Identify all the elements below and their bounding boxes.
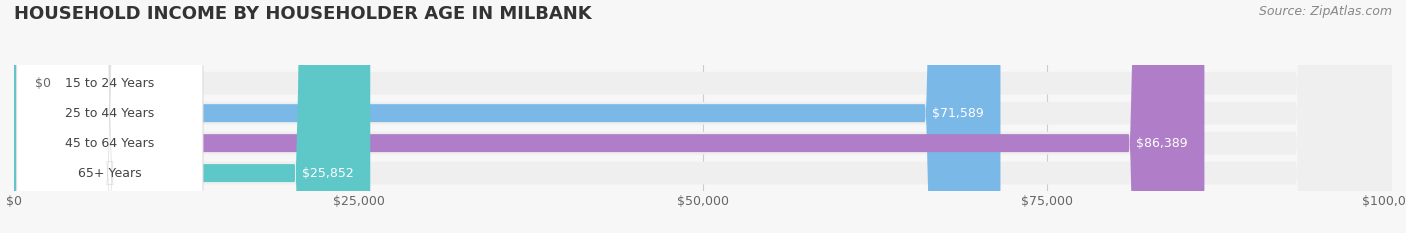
Text: HOUSEHOLD INCOME BY HOUSEHOLDER AGE IN MILBANK: HOUSEHOLD INCOME BY HOUSEHOLDER AGE IN M…	[14, 5, 592, 23]
Text: 45 to 64 Years: 45 to 64 Years	[65, 137, 155, 150]
Text: 65+ Years: 65+ Years	[77, 167, 142, 180]
Text: Source: ZipAtlas.com: Source: ZipAtlas.com	[1258, 5, 1392, 18]
FancyBboxPatch shape	[14, 0, 1392, 233]
FancyBboxPatch shape	[14, 0, 1392, 233]
Text: 25 to 44 Years: 25 to 44 Years	[65, 107, 155, 120]
FancyBboxPatch shape	[14, 0, 1205, 233]
FancyBboxPatch shape	[17, 0, 202, 233]
Text: $86,389: $86,389	[1136, 137, 1188, 150]
FancyBboxPatch shape	[14, 0, 1392, 233]
FancyBboxPatch shape	[17, 0, 202, 233]
FancyBboxPatch shape	[14, 0, 1392, 233]
Text: $0: $0	[35, 77, 51, 90]
FancyBboxPatch shape	[14, 0, 370, 233]
FancyBboxPatch shape	[17, 0, 202, 233]
Text: $25,852: $25,852	[302, 167, 354, 180]
FancyBboxPatch shape	[14, 0, 1001, 233]
Text: $71,589: $71,589	[932, 107, 984, 120]
Text: 15 to 24 Years: 15 to 24 Years	[65, 77, 155, 90]
FancyBboxPatch shape	[17, 0, 202, 233]
